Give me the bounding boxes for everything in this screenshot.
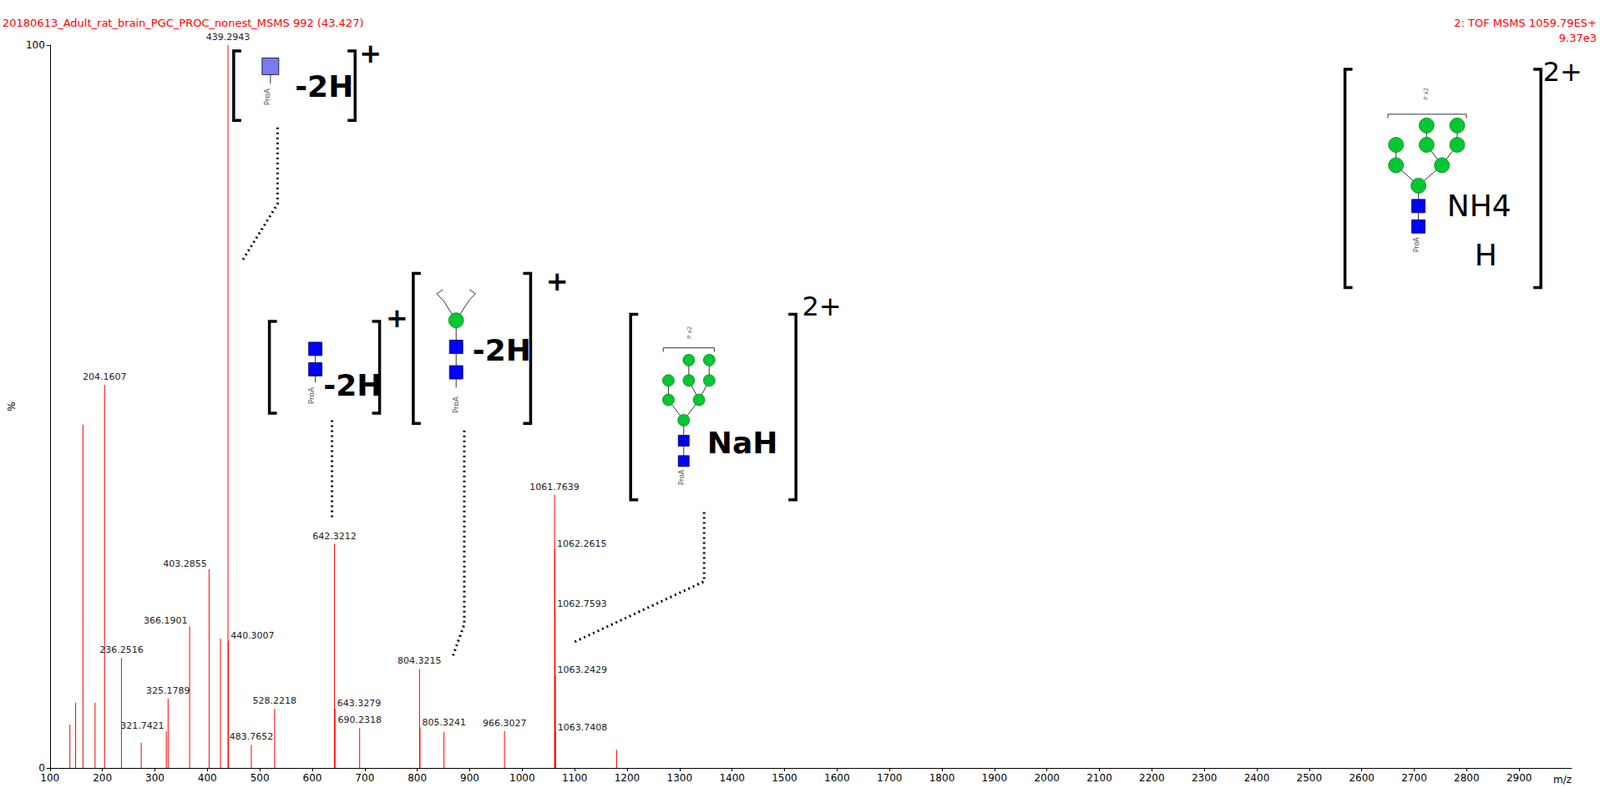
svg-text:325.1789: 325.1789: [146, 685, 191, 697]
svg-text:P x2: P x2: [1422, 87, 1430, 101]
svg-text:+: +: [385, 302, 409, 335]
svg-text:1500: 1500: [771, 772, 798, 785]
svg-text:P x2: P x2: [686, 326, 694, 340]
svg-text:9.37e3: 9.37e3: [1559, 31, 1597, 45]
svg-text:NH4: NH4: [1447, 188, 1512, 223]
svg-text:2900: 2900: [1506, 772, 1533, 785]
svg-text:2700: 2700: [1401, 772, 1428, 785]
svg-text:321.7421: 321.7421: [120, 720, 165, 732]
svg-text:2200: 2200: [1139, 772, 1165, 785]
svg-text:366.1901: 366.1901: [143, 615, 188, 627]
svg-text:1061.7639: 1061.7639: [529, 481, 580, 493]
svg-text:236.2516: 236.2516: [99, 644, 144, 656]
svg-text:642.3212: 642.3212: [312, 531, 357, 542]
svg-text:2500: 2500: [1296, 772, 1323, 785]
svg-text:%: %: [5, 401, 18, 411]
svg-text:1700: 1700: [876, 772, 903, 785]
svg-text:966.3027: 966.3027: [482, 718, 527, 730]
svg-text:m/z: m/z: [1553, 774, 1572, 786]
svg-text:690.2318: 690.2318: [337, 714, 382, 726]
svg-text:400: 400: [197, 772, 218, 785]
svg-text:2600: 2600: [1348, 772, 1375, 785]
svg-text:2: TOF MSMS 1059.79ES+: 2: TOF MSMS 1059.79ES+: [1453, 16, 1597, 30]
svg-text:1900: 1900: [982, 772, 1008, 785]
svg-text:800: 800: [407, 772, 427, 785]
svg-text:2+: 2+: [801, 290, 841, 323]
svg-text:1300: 1300: [667, 772, 694, 785]
svg-text:ProA: ProA: [451, 395, 461, 414]
svg-text:1063.7408: 1063.7408: [557, 722, 608, 734]
svg-text:+: +: [546, 265, 569, 298]
svg-text:643.3279: 643.3279: [337, 698, 382, 709]
svg-text:ProA: ProA: [263, 87, 272, 106]
svg-text:1062.7593: 1062.7593: [556, 598, 608, 610]
svg-text:1200: 1200: [614, 772, 641, 785]
svg-text:440.3007: 440.3007: [230, 630, 275, 642]
svg-text:483.7652: 483.7652: [229, 731, 274, 743]
svg-text:-2H: -2H: [323, 368, 382, 403]
svg-text:1063.2429: 1063.2429: [557, 664, 608, 676]
svg-text:1100: 1100: [562, 772, 588, 785]
svg-text:1000: 1000: [509, 772, 536, 785]
svg-text:ProA: ProA: [307, 386, 316, 405]
svg-text:20180613_Adult_rat_brain_PGC_P: 20180613_Adult_rat_brain_PGC_PROC_nonest…: [2, 16, 364, 30]
svg-text:+: +: [359, 37, 382, 70]
svg-text:700: 700: [354, 772, 375, 785]
svg-text:2000: 2000: [1033, 772, 1060, 785]
svg-text:2800: 2800: [1453, 772, 1480, 785]
svg-text:0: 0: [38, 762, 45, 775]
svg-text:2100: 2100: [1086, 772, 1113, 785]
svg-text:2300: 2300: [1191, 772, 1218, 785]
svg-text:500: 500: [250, 772, 270, 785]
svg-text:ProA: ProA: [678, 469, 686, 486]
svg-text:NaH: NaH: [707, 425, 779, 461]
svg-text:528.2218: 528.2218: [253, 695, 298, 707]
svg-text:1800: 1800: [929, 772, 956, 785]
svg-text:200: 200: [92, 772, 112, 785]
svg-text:ProA: ProA: [1412, 237, 1421, 254]
svg-text:H: H: [1474, 237, 1498, 273]
svg-text:100: 100: [25, 39, 46, 51]
svg-text:100: 100: [40, 772, 60, 785]
svg-text:300: 300: [145, 772, 165, 785]
svg-text:900: 900: [460, 772, 480, 785]
svg-text:600: 600: [303, 772, 323, 785]
svg-text:439.2943: 439.2943: [206, 31, 251, 43]
svg-text:1400: 1400: [718, 772, 745, 785]
svg-text:2+: 2+: [1543, 55, 1583, 88]
svg-text:-2H: -2H: [472, 333, 532, 368]
svg-text:1062.2615: 1062.2615: [556, 538, 608, 550]
svg-text:804.3215: 804.3215: [397, 655, 442, 667]
svg-text:805.3241: 805.3241: [421, 717, 466, 729]
svg-text:204.1607: 204.1607: [82, 371, 127, 383]
svg-text:403.2855: 403.2855: [162, 558, 208, 570]
svg-text:-2H: -2H: [294, 69, 354, 104]
svg-text:2400: 2400: [1244, 772, 1271, 785]
svg-text:1600: 1600: [824, 772, 851, 785]
